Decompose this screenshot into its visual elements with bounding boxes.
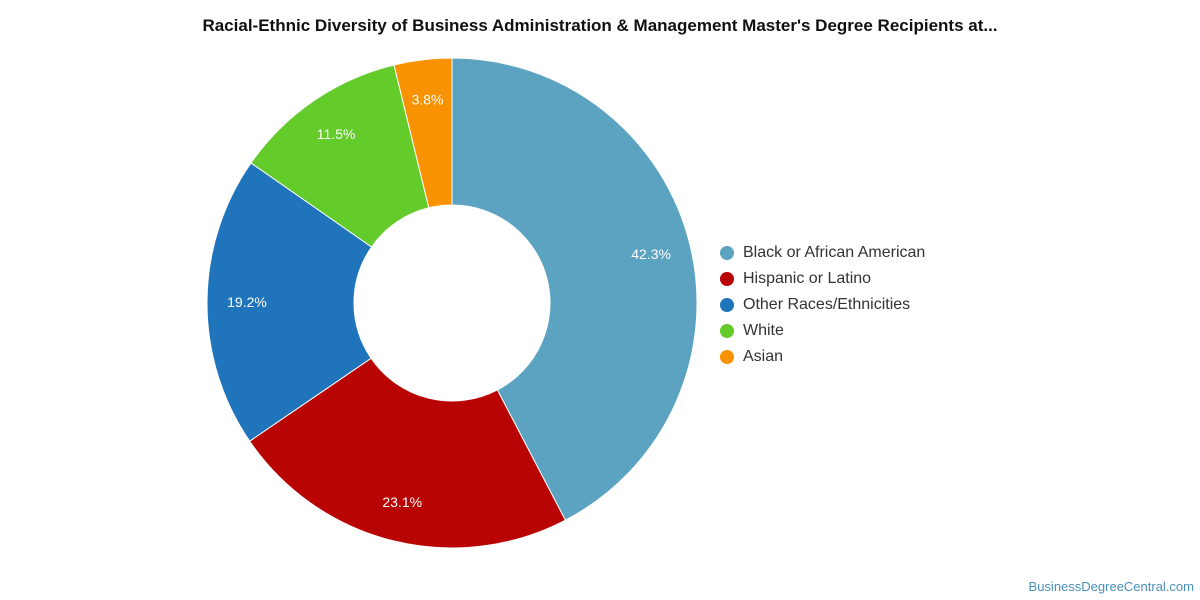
legend-label-0: Black or African American xyxy=(743,244,926,261)
pie-slice-4[interactable] xyxy=(393,57,453,209)
legend-swatch-0 xyxy=(720,246,734,260)
slices-group xyxy=(206,57,698,549)
pie-slice-3[interactable] xyxy=(250,64,430,248)
slice-label-3: 11.5% xyxy=(317,126,356,142)
legend-item-2[interactable]: Other Races/Ethnicities xyxy=(720,292,925,318)
legend-label-3: White xyxy=(743,322,784,339)
legend-swatch-4 xyxy=(720,350,734,364)
legend-label-2: Other Races/Ethnicities xyxy=(743,296,911,313)
legend-label-4: Asian xyxy=(743,348,784,365)
labels-group: 42.3% 23.1% 19.2% 11.5% 3.8% xyxy=(227,91,671,509)
slice-label-4: 3.8% xyxy=(412,91,444,107)
slice-label-2: 19.2% xyxy=(227,294,267,310)
legend-label-1: Hispanic or Latino xyxy=(743,270,872,287)
legend-item-3[interactable]: White xyxy=(720,318,925,344)
legend-swatch-1 xyxy=(720,272,734,286)
legend-swatch-2 xyxy=(720,298,734,312)
source-watermark[interactable]: BusinessDegreeCentral.com xyxy=(1028,579,1194,594)
chart-title: Racial-Ethnic Diversity of Business Admi… xyxy=(202,16,998,35)
legend-item-0[interactable]: Black or African American xyxy=(720,240,925,266)
slice-label-1: 23.1% xyxy=(382,494,422,510)
pie-slice-1[interactable] xyxy=(248,357,567,549)
legend-item-4[interactable]: Asian xyxy=(720,344,925,370)
slice-label-0: 42.3% xyxy=(631,246,671,262)
pie-slice-2[interactable] xyxy=(206,162,373,442)
pie-slice-0[interactable] xyxy=(451,57,698,521)
legend: Black or African American Hispanic or Lat… xyxy=(720,240,925,370)
legend-item-1[interactable]: Hispanic or Latino xyxy=(720,266,925,292)
legend-swatch-3 xyxy=(720,324,734,338)
